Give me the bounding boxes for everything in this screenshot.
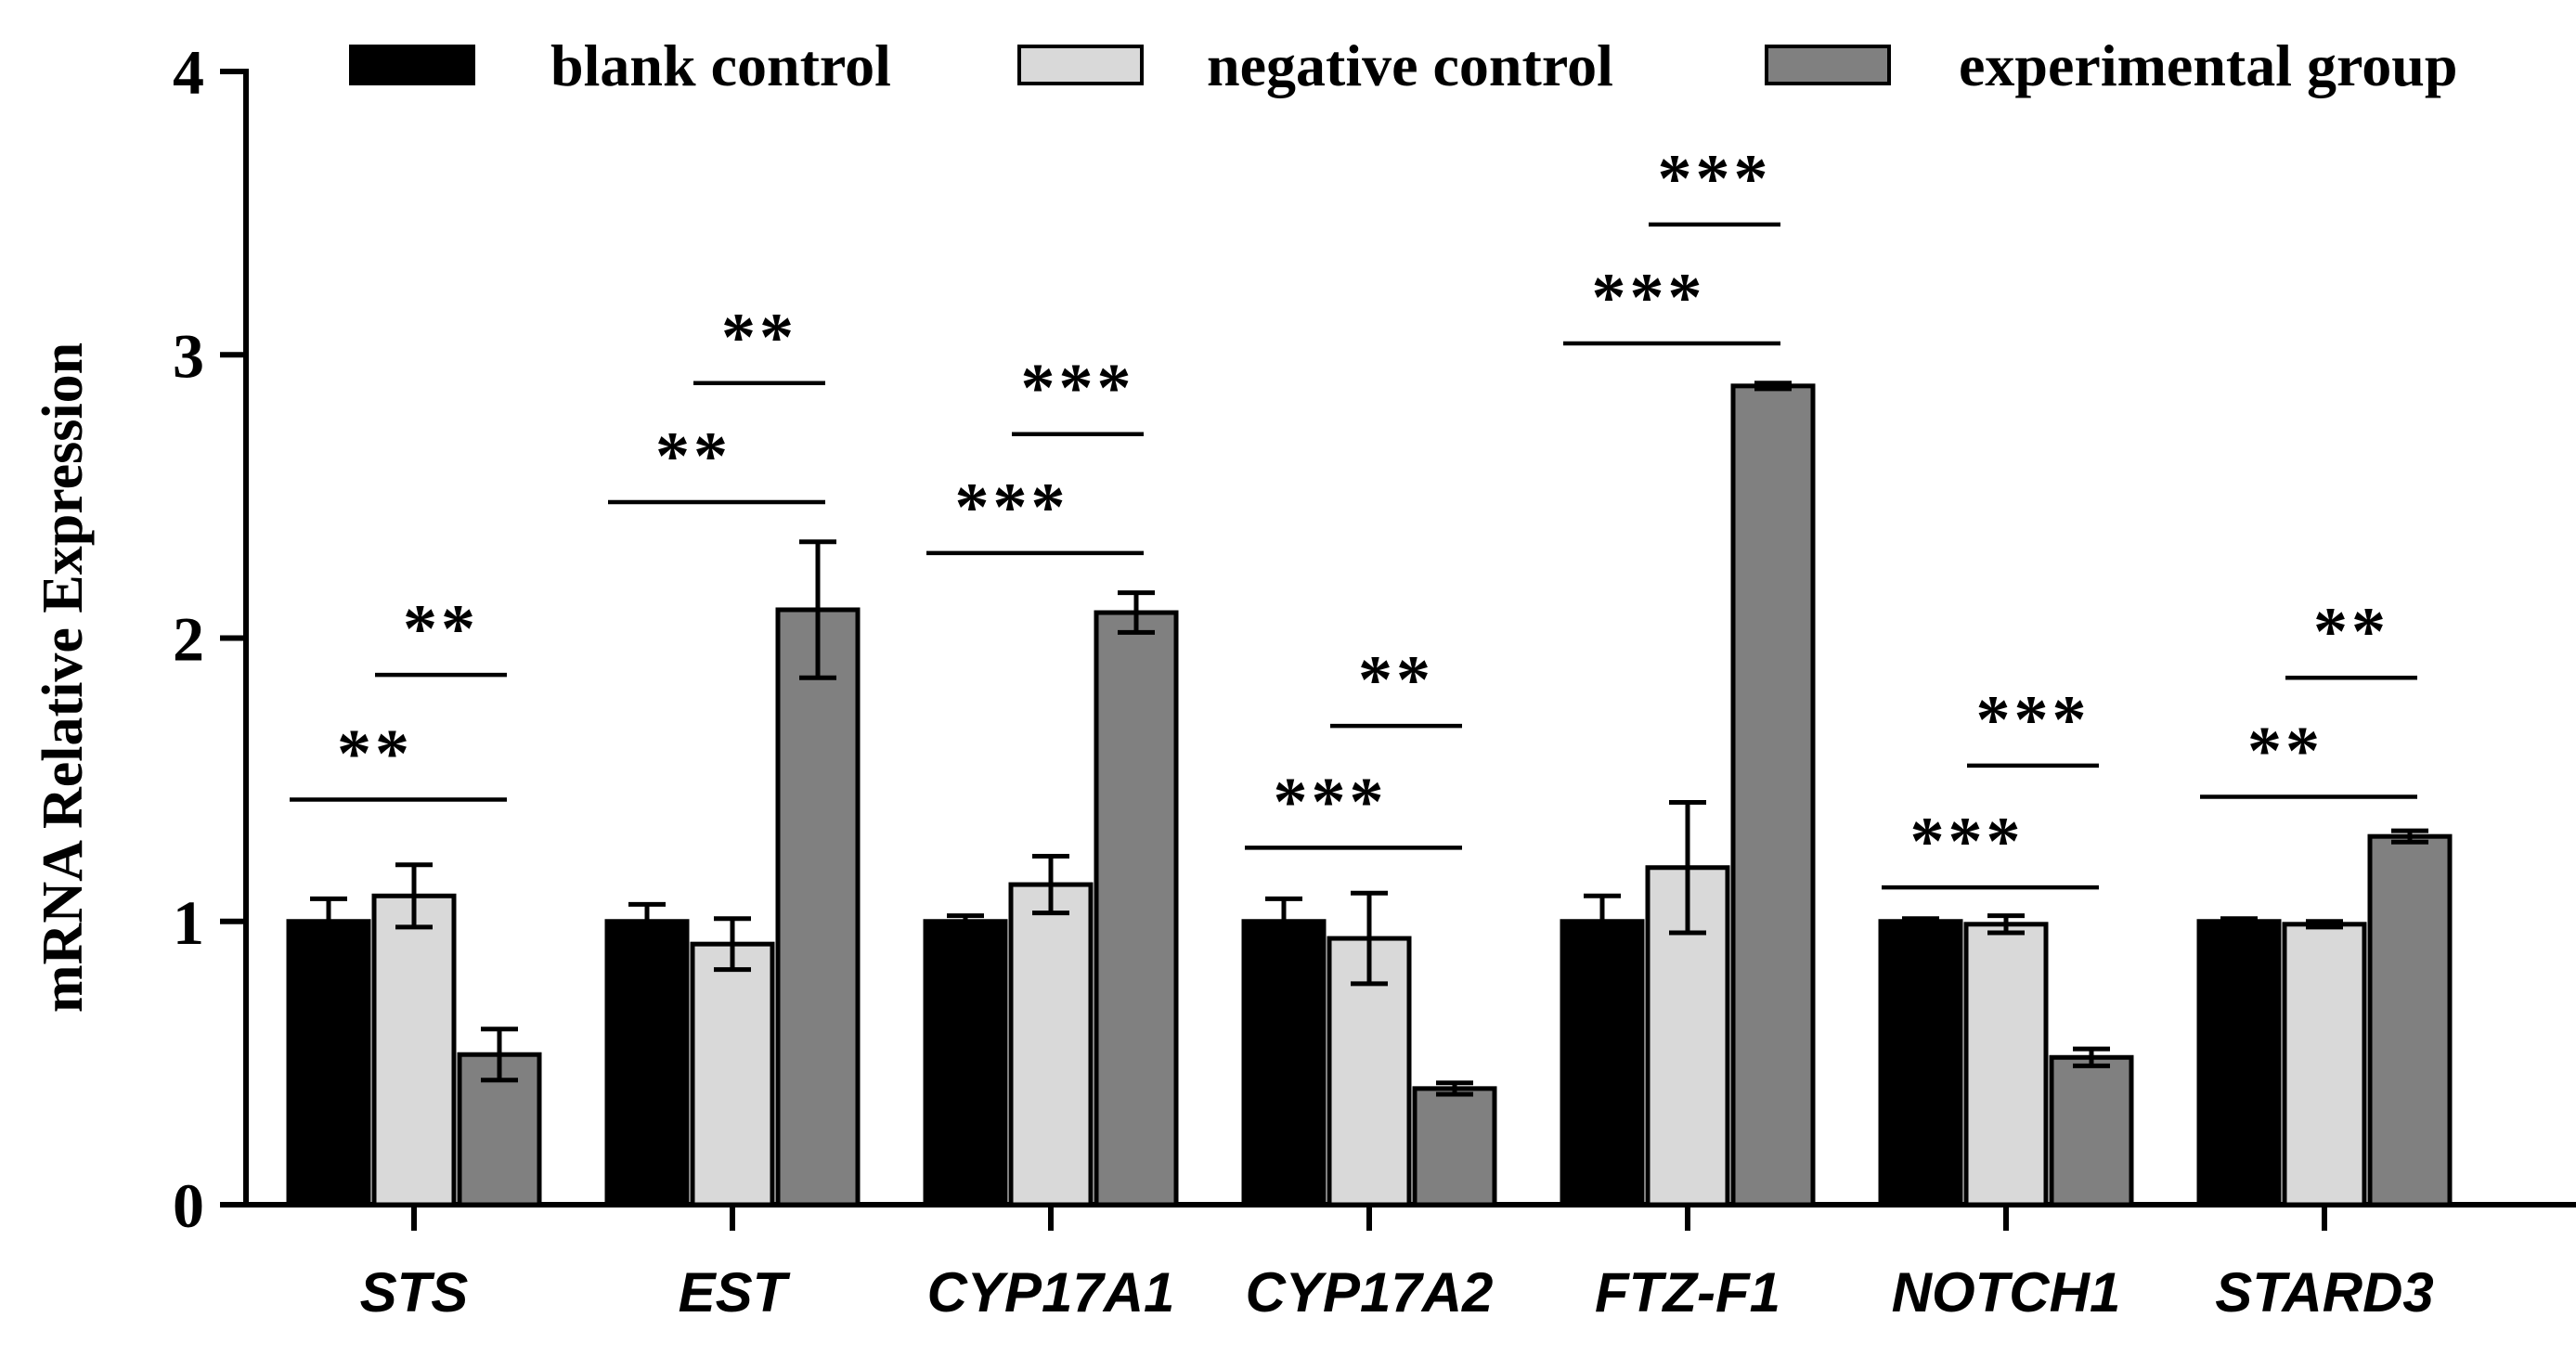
error-bar bbox=[1265, 896, 1302, 947]
bar-blank-control-stard3 bbox=[2196, 919, 2282, 1207]
significance-label: ** bbox=[2313, 594, 2389, 670]
significance-marker: *** bbox=[926, 470, 1144, 556]
significance-label: ** bbox=[403, 591, 479, 667]
bar-experimental-group-cyp17a1 bbox=[1094, 610, 1179, 1207]
error-bar bbox=[1669, 800, 1706, 936]
error-bar bbox=[395, 862, 433, 930]
bar-negative-control-stard3 bbox=[2282, 922, 2367, 1207]
y-axis-label: mRNA Relative Expression bbox=[32, 342, 95, 1013]
y-tick-label: 2 bbox=[173, 604, 204, 675]
x-tick-label: FTZ-F1 bbox=[1595, 1261, 1780, 1324]
bar-experimental-group-cyp17a2 bbox=[1412, 1086, 1497, 1207]
x-tick-labels: STS EST CYP17A1 CYP17A2 FTZ-F1 NOTCH1 STARD3 bbox=[360, 1261, 2434, 1324]
legend-label: experimental group bbox=[1959, 32, 2457, 98]
legend-item-experimental-group: experimental group bbox=[1765, 32, 2457, 98]
y-tick-label: 3 bbox=[173, 320, 204, 391]
x-tick-label: STS bbox=[360, 1261, 469, 1324]
bar-experimental-group-stard3 bbox=[2367, 833, 2453, 1207]
significance-label: *** bbox=[1658, 141, 1772, 217]
significance-marker: *** bbox=[1649, 141, 1780, 227]
error-bar bbox=[1118, 590, 1155, 635]
significance-marker: *** bbox=[1012, 351, 1144, 436]
significance-label: *** bbox=[1274, 764, 1388, 840]
bar-negative-control-notch1 bbox=[1963, 922, 2049, 1207]
bar-negative-control-sts bbox=[371, 893, 457, 1207]
error-bar bbox=[1351, 890, 1388, 987]
legend-swatch bbox=[1765, 45, 1891, 85]
y-tick-label: 4 bbox=[173, 37, 204, 108]
error-bar bbox=[1754, 381, 1792, 392]
y-tick-label: 1 bbox=[173, 887, 204, 958]
bar-blank-control-ftz-f1 bbox=[1560, 919, 1645, 1207]
x-tick-label: CYP17A2 bbox=[1246, 1261, 1494, 1324]
error-bar bbox=[1987, 913, 2025, 936]
significance-label: ** bbox=[655, 419, 731, 495]
bar-experimental-group-notch1 bbox=[2049, 1054, 2134, 1207]
significance-label: *** bbox=[1910, 804, 2025, 880]
significance-marker: ** bbox=[608, 419, 825, 505]
legend-item-blank-control: blank control bbox=[349, 32, 891, 98]
error-bar bbox=[2306, 919, 2343, 930]
error-bar bbox=[714, 916, 751, 973]
bar-experimental-group-ftz-f1 bbox=[1730, 383, 1816, 1207]
error-bar bbox=[310, 896, 347, 947]
legend-swatch bbox=[1017, 45, 1144, 85]
error-bar bbox=[1436, 1080, 1473, 1097]
y-tick-label: 0 bbox=[173, 1170, 204, 1241]
bar-blank-control-notch1 bbox=[1878, 919, 1963, 1207]
bar-blank-control-est bbox=[604, 919, 690, 1207]
significance-label: *** bbox=[1592, 260, 1706, 336]
error-bar bbox=[1584, 893, 1621, 949]
legend: blank control negative control experimenta… bbox=[349, 32, 2457, 98]
significance-label: *** bbox=[955, 470, 1069, 546]
significance-marker: *** bbox=[1967, 682, 2099, 768]
significance-marker: *** bbox=[1882, 804, 2099, 890]
significance-marker: *** bbox=[1245, 764, 1462, 850]
error-bar bbox=[2391, 828, 2428, 845]
bar-negative-control-est bbox=[690, 941, 775, 1207]
significance-marker: ** bbox=[375, 591, 507, 678]
significance-label: ** bbox=[1358, 642, 1434, 718]
error-bar bbox=[1032, 854, 1069, 916]
error-bar bbox=[2220, 916, 2258, 927]
significance-label: ** bbox=[337, 716, 413, 792]
significance-marker: *** bbox=[1563, 260, 1780, 346]
legend-swatch bbox=[349, 45, 475, 85]
significance-marker: ** bbox=[290, 716, 507, 802]
bar-blank-control-sts bbox=[286, 919, 371, 1207]
legend-label: negative control bbox=[1207, 32, 1613, 98]
significance-marker: ** bbox=[2285, 594, 2417, 680]
error-bar bbox=[628, 901, 666, 941]
legend-label: blank control bbox=[550, 32, 891, 98]
bar-blank-control-cyp17a2 bbox=[1241, 919, 1327, 1207]
error-bar bbox=[947, 913, 984, 930]
significance-label: *** bbox=[1021, 351, 1135, 427]
x-tick-label: STARD3 bbox=[2215, 1261, 2434, 1324]
x-tick-label: NOTCH1 bbox=[1892, 1261, 2121, 1324]
significance-marker: ** bbox=[1330, 642, 1462, 729]
significance-label: ** bbox=[721, 300, 797, 376]
bar-blank-control-cyp17a1 bbox=[923, 919, 1008, 1207]
x-tick-label: EST bbox=[679, 1261, 791, 1324]
bar-experimental-group-est bbox=[775, 607, 861, 1207]
significance-marker: ** bbox=[2200, 713, 2417, 799]
error-bars bbox=[310, 381, 2428, 1097]
significance-label: ** bbox=[2247, 713, 2324, 789]
error-bar bbox=[2073, 1046, 2110, 1068]
bar-negative-control-cyp17a1 bbox=[1008, 882, 1094, 1207]
legend-item-negative-control: negative control bbox=[1017, 32, 1613, 98]
error-bar bbox=[799, 539, 836, 680]
error-bar bbox=[481, 1027, 518, 1083]
x-tick-label: CYP17A1 bbox=[927, 1261, 1175, 1324]
significance-label: *** bbox=[1976, 682, 2091, 758]
significance-marker: ** bbox=[693, 300, 825, 386]
significance-annotations: ******************************* **** bbox=[290, 141, 2417, 890]
error-bar bbox=[1902, 916, 1939, 927]
